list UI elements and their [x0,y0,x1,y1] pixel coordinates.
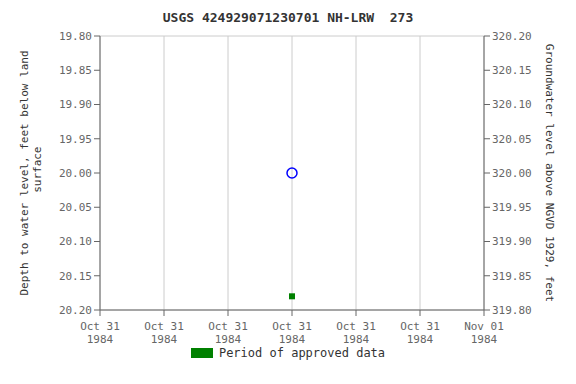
svg-text:Oct 311984: Oct 311984 [272,320,312,346]
svg-text:Oct 311984: Oct 311984 [400,320,440,346]
svg-text:Oct 311984: Oct 311984 [208,320,248,346]
svg-text:20.10: 20.10 [59,235,92,248]
svg-text:320.00: 320.00 [492,167,532,180]
svg-text:320.15: 320.15 [492,64,532,77]
html-text:USGS 424929071230701 NH-LRW 27: USGS 424929071230701 NH-LRW 273 [162,10,414,25]
svg-text:20.00: 20.00 [59,167,92,180]
svg-text:20.20: 20.20 [59,304,92,317]
svg-text:319.90: 319.90 [492,235,532,248]
svg-text:Groundwater level above NGVD 1: Groundwater level above NGVD 1929, feet [543,44,556,302]
svg-text:319.95: 319.95 [492,201,532,214]
svg-text:320.10: 320.10 [492,98,532,111]
svg-text:Depth to water level, feet bel: Depth to water level, feet below land su… [18,50,44,295]
svg-text:Oct 311984: Oct 311984 [336,320,376,346]
html-text:Period of approved data: Period of approved data [218,346,386,360]
svg-text:Oct 311984: Oct 311984 [144,320,184,346]
svg-text:19.95: 19.95 [59,133,92,146]
svg-text:320.05: 320.05 [492,133,532,146]
svg-text:20.05: 20.05 [59,201,92,214]
svg-text:319.80: 319.80 [492,304,532,317]
svg-text:19.80: 19.80 [59,30,92,43]
svg-text:Nov 011984: Nov 011984 [464,320,504,346]
svg-text:Oct 311984: Oct 311984 [80,320,120,346]
svg-text:320.20: 320.20 [492,30,532,43]
svg-text:319.85: 319.85 [492,270,532,283]
svg-text:20.15: 20.15 [59,270,92,283]
svg-text:19.90: 19.90 [59,98,92,111]
svg-text:19.85: 19.85 [59,64,92,77]
